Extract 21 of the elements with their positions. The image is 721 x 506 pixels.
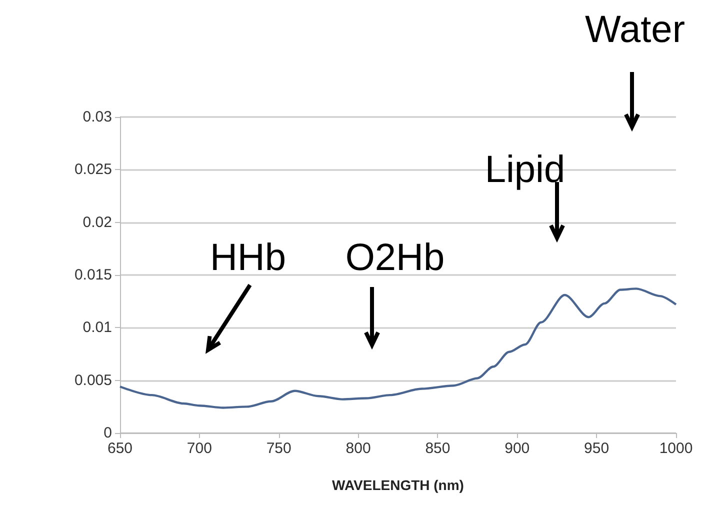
annotation: Lipid [484,149,566,191]
x-tick-label: 900 [504,440,530,457]
x-tick-label: 1000 [659,440,693,457]
x-tick-label: 850 [425,440,450,457]
y-tick-label: 0.03 [82,108,112,126]
y-tick-label: 0.005 [74,372,112,389]
text: Water [585,9,686,51]
x-tick-label: 700 [186,440,212,457]
x-axis-title: WAVELENGTH (nm) [332,477,464,493]
y-tick-label: 0.02 [82,214,112,231]
x-tick-label: 950 [584,440,610,457]
annotation: O2Hb [345,237,445,279]
x-tick-label: 650 [107,440,133,457]
line-series [118,288,678,409]
y-tick-label: 0.01 [82,319,112,336]
y-tick-label: 0.025 [74,161,112,178]
x-tick-label: 750 [266,440,292,457]
y-tick-label: 0.015 [74,266,112,284]
annotation: HHb [210,237,286,279]
x-tick-label: 800 [346,440,371,457]
y-tick-label: 0 [104,424,112,442]
